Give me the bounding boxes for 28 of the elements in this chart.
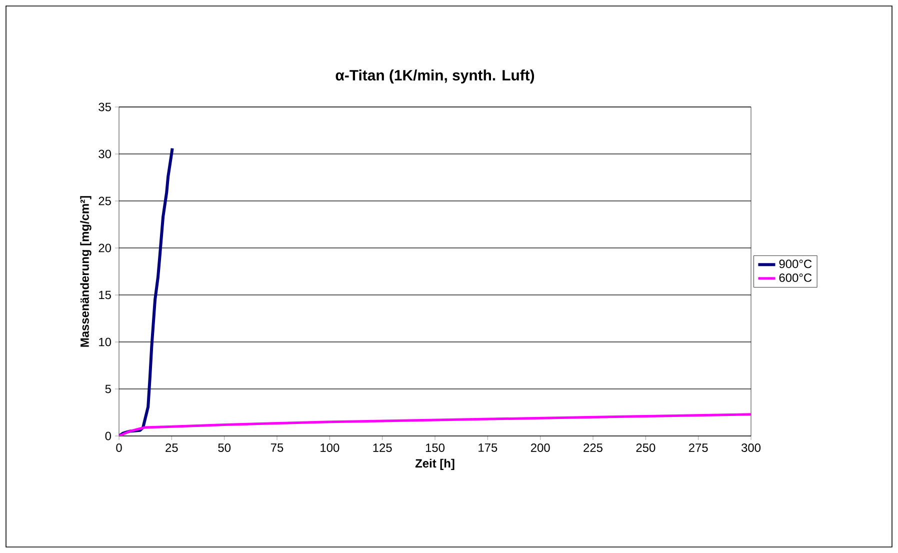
y-tick-label: 20 [98,244,112,252]
y-tick-label: 15 [99,290,111,300]
x-tick-label: 275 [688,444,708,452]
x-tick-label: 200 [530,444,550,452]
x-tick-label: 0 [116,444,122,452]
x-tick-label: 250 [636,444,656,452]
x-tick-label: 300 [741,444,761,452]
y-tick-label: 35 [98,102,111,112]
y-tick-label: 5 [105,384,111,394]
x-tick-label: 50 [218,444,231,452]
legend-label: 900°C [779,260,812,268]
x-tick-label: 25 [166,444,178,452]
legend-label: 600°C [779,273,812,282]
x-tick-label: 100 [320,444,340,452]
x-tick-label: 125 [373,444,392,452]
x-axis-title: Zeit [h] [415,458,454,470]
y-tick-label: 25 [98,196,111,206]
y-tick-label: 30 [98,150,112,158]
x-tick-label: 225 [584,444,602,452]
line-series [119,413,752,436]
y-tick-label: 10 [99,338,112,346]
y-tick-label: 0 [105,432,112,440]
x-tick-label: 150 [426,444,445,452]
chart-title: α-Titan (1K/min, synth. Luft) [336,70,534,84]
line-series [119,146,174,436]
x-tick-label: 175 [478,444,498,452]
x-tick-label: 75 [270,444,284,452]
y-axis-title: Massenänderung [mg/cm²] [80,196,92,347]
